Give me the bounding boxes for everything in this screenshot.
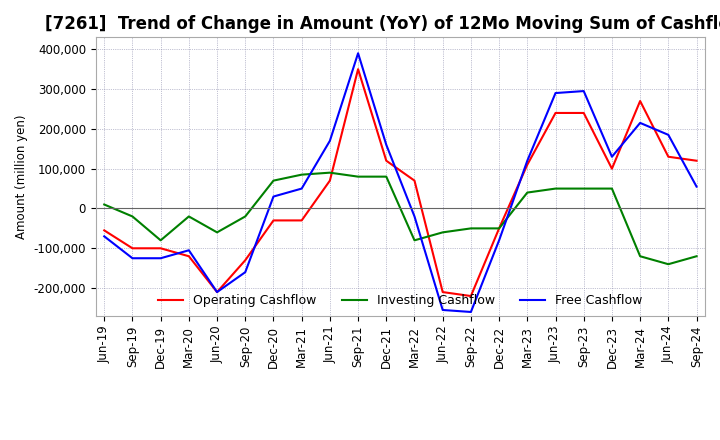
Free Cashflow bbox=[552, 90, 560, 95]
Legend: Operating Cashflow, Investing Cashflow, Free Cashflow: Operating Cashflow, Investing Cashflow, … bbox=[153, 290, 647, 312]
Free Cashflow bbox=[636, 120, 644, 125]
Operating Cashflow bbox=[100, 228, 109, 233]
Free Cashflow bbox=[438, 308, 447, 313]
Investing Cashflow bbox=[325, 170, 334, 175]
Free Cashflow bbox=[410, 214, 419, 219]
Y-axis label: Amount (million yen): Amount (million yen) bbox=[15, 114, 28, 239]
Free Cashflow bbox=[580, 88, 588, 94]
Free Cashflow bbox=[608, 154, 616, 159]
Operating Cashflow bbox=[269, 218, 278, 223]
Investing Cashflow bbox=[692, 253, 701, 259]
Investing Cashflow bbox=[156, 238, 165, 243]
Operating Cashflow bbox=[495, 226, 503, 231]
Free Cashflow bbox=[354, 51, 362, 56]
Free Cashflow bbox=[128, 256, 137, 261]
Investing Cashflow bbox=[523, 190, 531, 195]
Operating Cashflow bbox=[664, 154, 672, 159]
Free Cashflow bbox=[523, 158, 531, 163]
Operating Cashflow bbox=[636, 99, 644, 104]
Operating Cashflow bbox=[467, 293, 475, 299]
Free Cashflow bbox=[184, 248, 193, 253]
Operating Cashflow bbox=[692, 158, 701, 163]
Free Cashflow bbox=[692, 184, 701, 189]
Investing Cashflow bbox=[212, 230, 221, 235]
Operating Cashflow bbox=[382, 158, 391, 163]
Investing Cashflow bbox=[100, 202, 109, 207]
Investing Cashflow bbox=[269, 178, 278, 183]
Operating Cashflow bbox=[438, 290, 447, 295]
Line: Free Cashflow: Free Cashflow bbox=[104, 53, 696, 312]
Operating Cashflow bbox=[552, 110, 560, 116]
Operating Cashflow bbox=[580, 110, 588, 116]
Line: Investing Cashflow: Investing Cashflow bbox=[104, 172, 696, 264]
Operating Cashflow bbox=[156, 246, 165, 251]
Investing Cashflow bbox=[410, 238, 419, 243]
Operating Cashflow bbox=[241, 257, 250, 263]
Free Cashflow bbox=[297, 186, 306, 191]
Free Cashflow bbox=[325, 138, 334, 143]
Investing Cashflow bbox=[128, 214, 137, 219]
Free Cashflow bbox=[100, 234, 109, 239]
Free Cashflow bbox=[467, 309, 475, 315]
Operating Cashflow bbox=[212, 290, 221, 295]
Investing Cashflow bbox=[184, 214, 193, 219]
Title: [7261]  Trend of Change in Amount (YoY) of 12Mo Moving Sum of Cashflows: [7261] Trend of Change in Amount (YoY) o… bbox=[45, 15, 720, 33]
Free Cashflow bbox=[664, 132, 672, 137]
Free Cashflow bbox=[382, 142, 391, 147]
Free Cashflow bbox=[156, 256, 165, 261]
Investing Cashflow bbox=[495, 226, 503, 231]
Operating Cashflow bbox=[523, 162, 531, 167]
Operating Cashflow bbox=[128, 246, 137, 251]
Operating Cashflow bbox=[184, 253, 193, 259]
Operating Cashflow bbox=[354, 66, 362, 72]
Line: Operating Cashflow: Operating Cashflow bbox=[104, 69, 696, 296]
Investing Cashflow bbox=[467, 226, 475, 231]
Investing Cashflow bbox=[241, 214, 250, 219]
Free Cashflow bbox=[241, 270, 250, 275]
Free Cashflow bbox=[269, 194, 278, 199]
Investing Cashflow bbox=[608, 186, 616, 191]
Investing Cashflow bbox=[382, 174, 391, 179]
Investing Cashflow bbox=[438, 230, 447, 235]
Investing Cashflow bbox=[552, 186, 560, 191]
Investing Cashflow bbox=[664, 261, 672, 267]
Operating Cashflow bbox=[410, 178, 419, 183]
Free Cashflow bbox=[212, 290, 221, 295]
Investing Cashflow bbox=[580, 186, 588, 191]
Investing Cashflow bbox=[636, 253, 644, 259]
Operating Cashflow bbox=[325, 178, 334, 183]
Operating Cashflow bbox=[297, 218, 306, 223]
Investing Cashflow bbox=[297, 172, 306, 177]
Operating Cashflow bbox=[608, 166, 616, 171]
Free Cashflow bbox=[495, 238, 503, 243]
Investing Cashflow bbox=[354, 174, 362, 179]
